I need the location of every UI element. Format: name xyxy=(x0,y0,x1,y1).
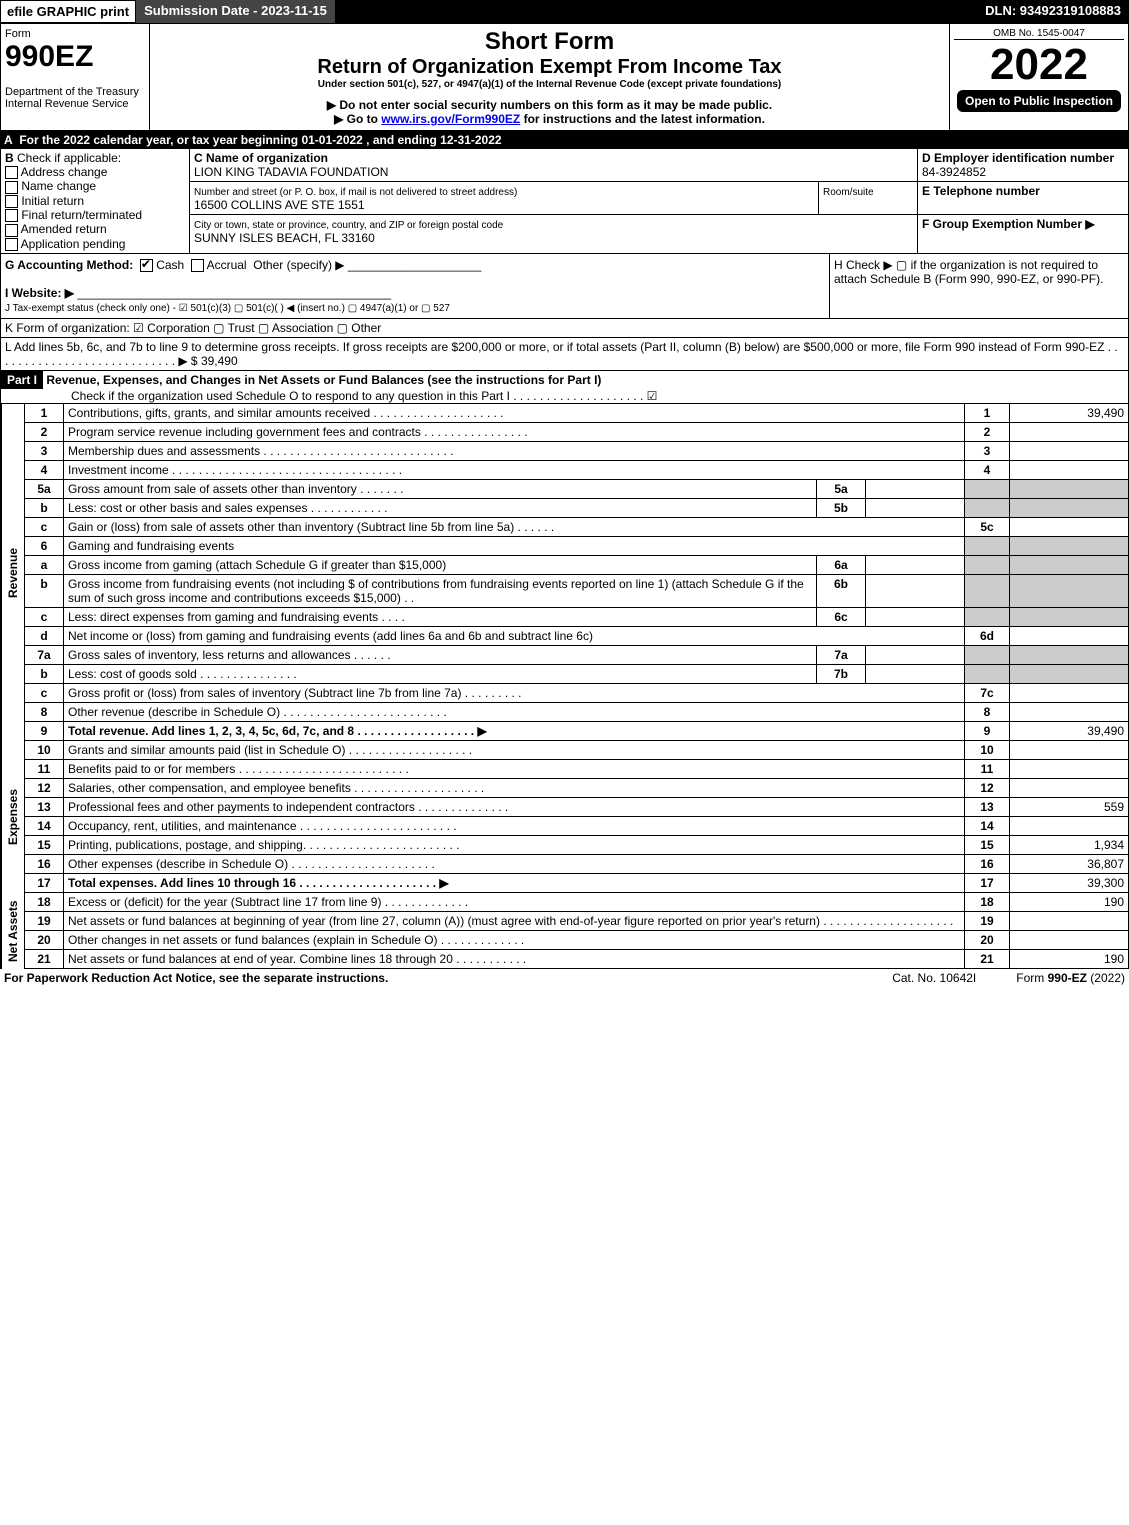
omb-number: OMB No. 1545-0047 xyxy=(954,28,1124,40)
section-C-city: City or town, state or province, country… xyxy=(190,215,917,247)
amt-4 xyxy=(1010,461,1128,479)
section-D: D Employer identification number84-39248… xyxy=(918,149,1128,182)
amt-8 xyxy=(1010,703,1128,721)
amt-7c xyxy=(1010,684,1128,702)
page-footer: For Paperwork Reduction Act Notice, see … xyxy=(0,969,1129,987)
form-word: Form xyxy=(5,28,31,40)
amt-17: 39,300 xyxy=(1010,874,1128,892)
section-F: F Group Exemption Number ▶ xyxy=(918,215,1128,233)
amt-3 xyxy=(1010,442,1128,460)
amt-11 xyxy=(1010,760,1128,778)
form-header: Form 990EZ Department of the Treasury In… xyxy=(0,23,1129,131)
chk-amended-return[interactable] xyxy=(5,224,18,237)
efile-print-button[interactable]: efile GRAPHIC print xyxy=(0,0,136,23)
room-suite: Room/suite xyxy=(818,182,917,214)
note-link: ▶ Go to www.irs.gov/Form990EZ for instru… xyxy=(154,112,945,126)
amt-14 xyxy=(1010,817,1128,835)
section-C-name: C Name of organizationLION KING TADAVIA … xyxy=(190,149,917,182)
chk-accrual[interactable] xyxy=(191,259,204,272)
amt-1: 39,490 xyxy=(1010,404,1128,422)
section-H: H Check ▶ ▢ if the organization is not r… xyxy=(829,254,1128,318)
section-E: E Telephone number xyxy=(918,182,1128,215)
chk-initial-return[interactable] xyxy=(5,195,18,208)
amt-9: 39,490 xyxy=(1010,722,1128,740)
dept-label: Department of the Treasury xyxy=(5,86,139,98)
section-C-address: Number and street (or P. O. box, if mail… xyxy=(190,182,818,214)
subtitle: Under section 501(c), 527, or 4947(a)(1)… xyxy=(154,79,945,90)
amt-20 xyxy=(1010,931,1128,949)
section-B: B Check if applicable: Address change Na… xyxy=(1,149,190,253)
title-short-form: Short Form xyxy=(154,28,945,56)
tax-year: 2022 xyxy=(954,40,1124,90)
form-number: 990EZ xyxy=(5,40,93,73)
amt-15: 1,934 xyxy=(1010,836,1128,854)
amt-13: 559 xyxy=(1010,798,1128,816)
amt-5c xyxy=(1010,518,1128,536)
part-1-header: Part I Revenue, Expenses, and Changes in… xyxy=(0,371,1129,404)
note-ssn: ▶ Do not enter social security numbers o… xyxy=(154,98,945,112)
chk-final-return[interactable] xyxy=(5,209,18,222)
amt-10 xyxy=(1010,741,1128,759)
title-return: Return of Organization Exempt From Incom… xyxy=(154,56,945,79)
section-J: J Tax-exempt status (check only one) - ☑… xyxy=(5,303,450,314)
section-L: L Add lines 5b, 6c, and 7b to line 9 to … xyxy=(0,338,1129,371)
irs-link[interactable]: www.irs.gov/Form990EZ xyxy=(381,112,520,126)
amt-12 xyxy=(1010,779,1128,797)
amt-16: 36,807 xyxy=(1010,855,1128,873)
open-public-badge: Open to Public Inspection xyxy=(957,90,1121,112)
amt-6d xyxy=(1010,627,1128,645)
amt-18: 190 xyxy=(1010,893,1128,911)
chk-application-pending[interactable] xyxy=(5,238,18,251)
irs-label: Internal Revenue Service xyxy=(5,98,129,110)
amt-19 xyxy=(1010,912,1128,930)
chk-cash[interactable] xyxy=(140,259,153,272)
chk-name-change[interactable] xyxy=(5,181,18,194)
section-G-I-J: G Accounting Method: Cash Accrual Other … xyxy=(1,254,829,318)
section-K: K Form of organization: ☑ Corporation ▢ … xyxy=(0,319,1129,338)
amt-21: 190 xyxy=(1010,950,1128,968)
top-bar: efile GRAPHIC print Submission Date - 20… xyxy=(0,0,1129,23)
expenses-label: Expenses xyxy=(1,741,24,893)
netassets-label: Net Assets xyxy=(1,893,24,969)
revenue-label: Revenue xyxy=(1,404,24,741)
section-A: A For the 2022 calendar year, or tax yea… xyxy=(0,131,1129,149)
chk-address-change[interactable] xyxy=(5,166,18,179)
submission-date: Submission Date - 2023-11-15 xyxy=(136,0,335,23)
dln: DLN: 93492319108883 xyxy=(977,0,1129,23)
amt-2 xyxy=(1010,423,1128,441)
